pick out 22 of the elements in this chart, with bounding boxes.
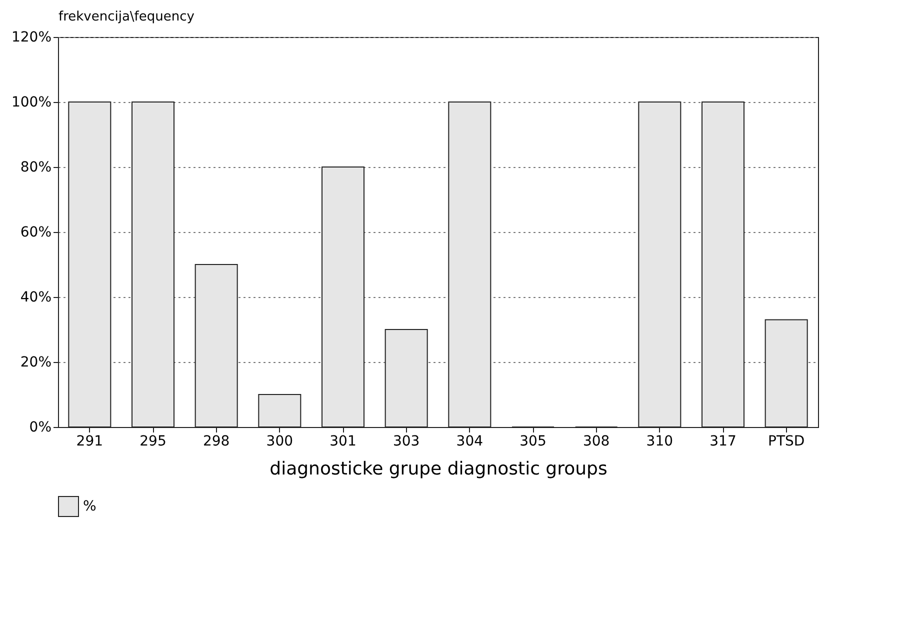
x-tick-label: 308 [582,434,610,450]
x-tick-label: 305 [520,434,546,450]
x-tick-label: 303 [392,434,420,450]
x-axis-title: diagnosticke grupe diagnostic groups [270,458,608,480]
y-tick-label: 60% [20,224,52,240]
y-tick-label: 0% [29,420,52,436]
x-tick-label: 298 [202,434,230,450]
x-tick-label: 295 [140,434,166,450]
y-tick-label: 100% [11,94,52,110]
x-tick-label: 310 [646,434,674,450]
y-tick-label: 20% [20,354,52,370]
x-tick-label: 291 [76,434,104,450]
y-axis-title: frekvencija\fequency [58,10,195,24]
y-tick-label: 120% [11,30,52,46]
y-tick-label: 80% [20,160,52,176]
y-tick-label: 40% [20,290,52,306]
x-tick-label: 304 [456,434,484,450]
x-tick-label: PTSD [768,434,805,450]
x-tick-label: 300 [266,434,294,450]
legend-label: % [83,498,96,514]
x-tick-label: 301 [330,434,356,450]
x-tick-label: 317 [710,434,736,450]
